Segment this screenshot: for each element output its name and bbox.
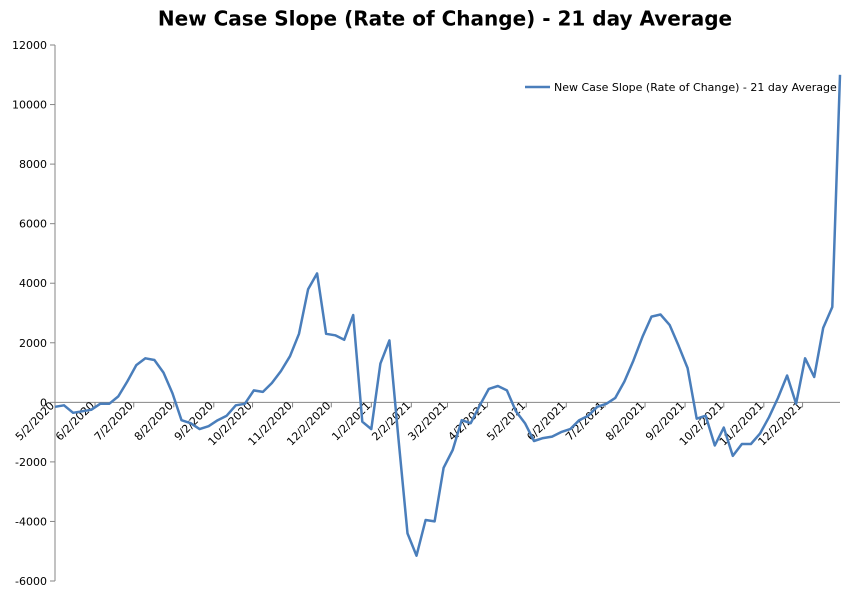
y-tick-label: 4000 xyxy=(19,277,47,290)
y-tick-label: 10000 xyxy=(12,99,47,112)
y-tick-label: 0 xyxy=(40,396,47,409)
y-tick-label: 2000 xyxy=(19,337,47,350)
x-tick-label: 5/2/2020 xyxy=(13,399,57,443)
x-tick-label: 3/2/2021 xyxy=(405,399,449,443)
y-tick-label: 6000 xyxy=(19,218,47,231)
x-tick-label: 8/2/2020 xyxy=(132,399,176,443)
x-tick-label: 5/2/2021 xyxy=(484,399,528,443)
x-tick-label: 1/2/2021 xyxy=(329,399,373,443)
line-series xyxy=(54,74,842,557)
y-tick-label: -2000 xyxy=(15,456,47,469)
y-tick-label: 12000 xyxy=(12,39,47,52)
legend-label: New Case Slope (Rate of Change) - 21 day… xyxy=(554,81,837,94)
chart-title: New Case Slope (Rate of Change) - 21 day… xyxy=(158,7,732,31)
y-tick-label: -6000 xyxy=(15,575,47,588)
y-tick-label: 8000 xyxy=(19,158,47,171)
y-tick-label: -4000 xyxy=(15,515,47,528)
x-tick-label: 8/2/2021 xyxy=(603,399,647,443)
